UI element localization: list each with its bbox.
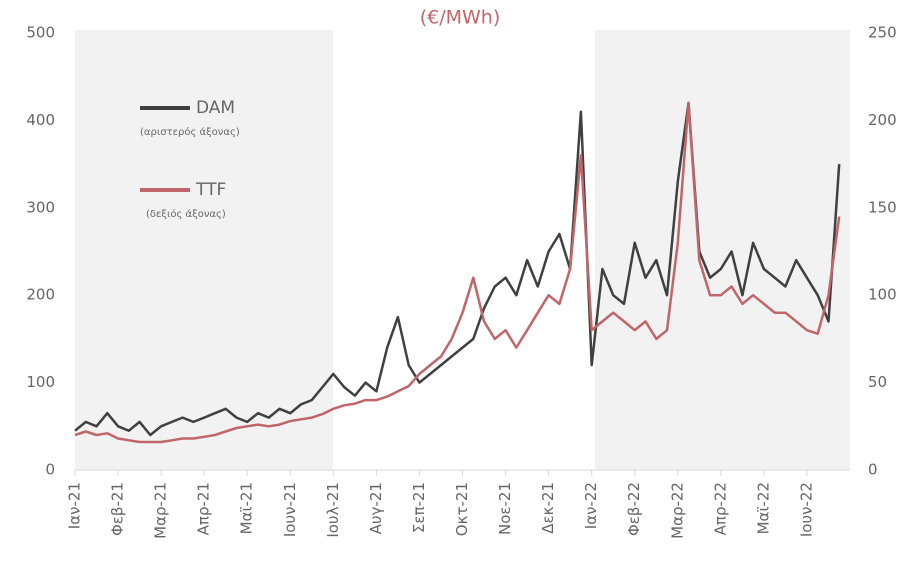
x-tick-label: Μαρ-21	[152, 482, 170, 539]
x-tick-label: Απρ-22	[711, 482, 729, 535]
x-tick-label: Ιουλ-21	[324, 482, 342, 538]
x-tick-label: Μαρ-22	[668, 482, 686, 539]
y-tick-label: 200	[26, 286, 55, 304]
x-tick-label: Ιαν-22	[582, 482, 600, 529]
y-tick-label: 500	[26, 24, 55, 42]
y2-tick-label: 100	[868, 286, 897, 304]
x-tick-label: Φεβ-21	[109, 482, 127, 536]
y-tick-label: 400	[26, 111, 55, 129]
legend-note: (αριστερός άξονας)	[140, 126, 240, 138]
x-tick-label: Δεκ-21	[539, 482, 557, 534]
x-tick-label: Αυγ-21	[367, 482, 385, 534]
legend-label: DAM	[196, 98, 235, 118]
x-tick-label: Φεβ-22	[625, 482, 643, 536]
x-tick-label: Μαϊ-21	[238, 482, 256, 534]
y2-tick-label: 50	[868, 373, 887, 391]
y-tick-label: 300	[26, 198, 55, 216]
x-tick-label: Μαϊ-22	[754, 482, 772, 534]
chart-title: (€/MWh)	[420, 7, 501, 29]
x-tick-label: Ιαν-21	[66, 482, 84, 529]
shaded-period	[75, 30, 333, 470]
x-tick-label: Απρ-21	[195, 482, 213, 535]
series-line	[74, 101, 841, 437]
x-tick-label: Σεπ-21	[410, 482, 428, 533]
y-tick-label: 100	[26, 373, 55, 391]
x-tick-label: Ιουν-21	[281, 482, 299, 537]
y2-tick-label: 200	[868, 111, 897, 129]
legend-label: TTF	[195, 180, 226, 200]
legend-note: (δεξιός άξονας)	[146, 208, 226, 220]
y-tick-label: 0	[45, 461, 55, 479]
x-tick-label: Ιουν-22	[797, 482, 815, 537]
x-tick-label: Οκτ-21	[453, 482, 471, 536]
plot: 0 100 200 300 400 500 0 50 100 150 200 250 Ιαν-21 Φεβ…	[26, 24, 896, 539]
y2-tick-label: 0	[868, 461, 878, 479]
y2-tick-label: 250	[868, 24, 897, 42]
series-line	[74, 101, 841, 444]
y2-tick-label: 150	[868, 198, 897, 216]
x-tick-label: Νοε-21	[496, 482, 514, 535]
